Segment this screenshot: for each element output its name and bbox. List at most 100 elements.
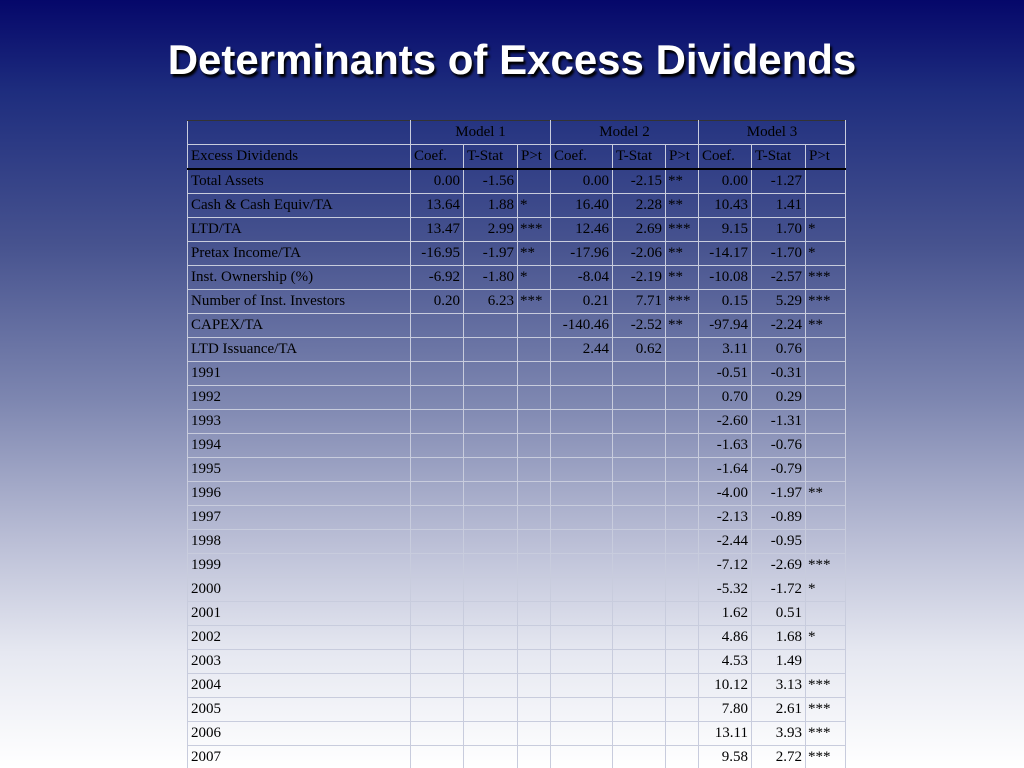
table-row: 2004 10.12 3.13 *** — [187, 673, 846, 698]
cell-tstat — [463, 625, 518, 650]
cell-coef: -6.92 — [410, 265, 464, 290]
table-row: LTD/TA 13.47 2.99 *** 12.46 2.69 *** 9.15 1.70 * — [187, 217, 846, 242]
table-row: 1997 -2.13 -0.89 — [187, 505, 846, 530]
cell-coef: -10.08 — [698, 265, 752, 290]
cell-coef — [550, 577, 613, 602]
cell-sig — [517, 601, 551, 626]
cell-coef — [410, 529, 464, 554]
row-label: 1999 — [187, 553, 411, 578]
cell-sig — [517, 721, 551, 746]
cell-coef: 9.58 — [698, 745, 752, 768]
cell-sig — [805, 385, 846, 410]
cell-sig — [517, 745, 551, 768]
cell-coef: -8.04 — [550, 265, 613, 290]
cell-coef: -2.13 — [698, 505, 752, 530]
cell-coef — [410, 601, 464, 626]
cell-sig — [517, 697, 551, 722]
cell-sig: *** — [517, 289, 551, 314]
table-row: Number of Inst. Investors 0.20 6.23 *** 0.21… — [187, 289, 846, 314]
cell-coef — [410, 673, 464, 698]
cell-coef — [550, 721, 613, 746]
cell-sig — [665, 337, 699, 362]
table-row: 1993 -2.60 -1.31 — [187, 409, 846, 434]
cell-coef — [550, 481, 613, 506]
cell-tstat: -1.80 — [463, 265, 518, 290]
cell-tstat: 1.41 — [751, 193, 806, 218]
cell-tstat: 0.29 — [751, 385, 806, 410]
cell-tstat: 1.88 — [463, 193, 518, 218]
cell-sig — [517, 385, 551, 410]
cell-sig — [805, 193, 846, 218]
cell-tstat — [463, 601, 518, 626]
cell-tstat: -0.76 — [751, 433, 806, 458]
cell-sig — [805, 361, 846, 386]
cell-coef: 16.40 — [550, 193, 613, 218]
cell-coef: 0.70 — [698, 385, 752, 410]
cell-coef — [410, 577, 464, 602]
cell-sig: *** — [805, 721, 846, 746]
cell-sig: * — [517, 265, 551, 290]
cell-sig — [665, 745, 699, 768]
cell-coef — [410, 649, 464, 674]
cell-sig: * — [805, 577, 846, 602]
row-label: 1996 — [187, 481, 411, 506]
cell-tstat — [612, 745, 666, 768]
cell-coef: -140.46 — [550, 313, 613, 338]
cell-tstat: 0.51 — [751, 601, 806, 626]
cell-tstat: 2.99 — [463, 217, 518, 242]
cell-tstat — [612, 721, 666, 746]
table-row: 2007 9.58 2.72 *** — [187, 745, 846, 768]
col-header-coef: Coef. — [550, 144, 613, 170]
cell-coef: 12.46 — [550, 217, 613, 242]
cell-coef — [410, 313, 464, 338]
cell-tstat — [612, 505, 666, 530]
cell-coef — [550, 385, 613, 410]
cell-sig — [517, 625, 551, 650]
col-header-pvalue: P>t — [517, 144, 551, 170]
cell-coef: 13.47 — [410, 217, 464, 242]
cell-sig — [517, 529, 551, 554]
row-label: 1994 — [187, 433, 411, 458]
cell-tstat: -1.97 — [751, 481, 806, 506]
cell-tstat — [612, 529, 666, 554]
cell-sig — [805, 457, 846, 482]
col-header-coef: Coef. — [698, 144, 752, 170]
row-label: 2006 — [187, 721, 411, 746]
cell-coef: 0.15 — [698, 289, 752, 314]
cell-sig — [665, 625, 699, 650]
row-label: 1992 — [187, 385, 411, 410]
cell-sig — [805, 649, 846, 674]
row-label: 2001 — [187, 601, 411, 626]
dependent-variable-label: Excess Dividends — [187, 144, 411, 170]
cell-sig — [805, 505, 846, 530]
cell-sig — [665, 553, 699, 578]
cell-tstat: -0.89 — [751, 505, 806, 530]
cell-sig: *** — [517, 217, 551, 242]
cell-sig — [517, 505, 551, 530]
cell-coef — [410, 505, 464, 530]
row-label: 2002 — [187, 625, 411, 650]
cell-sig: *** — [805, 553, 846, 578]
cell-sig — [805, 409, 846, 434]
cell-tstat: 2.69 — [612, 217, 666, 242]
model-1-header: Model 1 — [410, 120, 551, 145]
cell-tstat — [612, 361, 666, 386]
col-header-coef: Coef. — [410, 144, 464, 170]
cell-coef — [410, 385, 464, 410]
cell-tstat — [463, 385, 518, 410]
cell-tstat: -1.97 — [463, 241, 518, 266]
col-header-tstat: T-Stat — [612, 144, 666, 170]
cell-coef: 2.44 — [550, 337, 613, 362]
cell-coef: 4.86 — [698, 625, 752, 650]
cell-coef — [550, 505, 613, 530]
model-3-header: Model 3 — [698, 120, 846, 145]
cell-coef — [550, 457, 613, 482]
cell-sig — [517, 168, 551, 194]
cell-sig: *** — [805, 697, 846, 722]
table-row: 1996 -4.00 -1.97 ** — [187, 481, 846, 506]
cell-coef: 3.11 — [698, 337, 752, 362]
cell-tstat — [463, 697, 518, 722]
cell-sig — [665, 409, 699, 434]
cell-tstat — [463, 577, 518, 602]
cell-sig — [517, 673, 551, 698]
